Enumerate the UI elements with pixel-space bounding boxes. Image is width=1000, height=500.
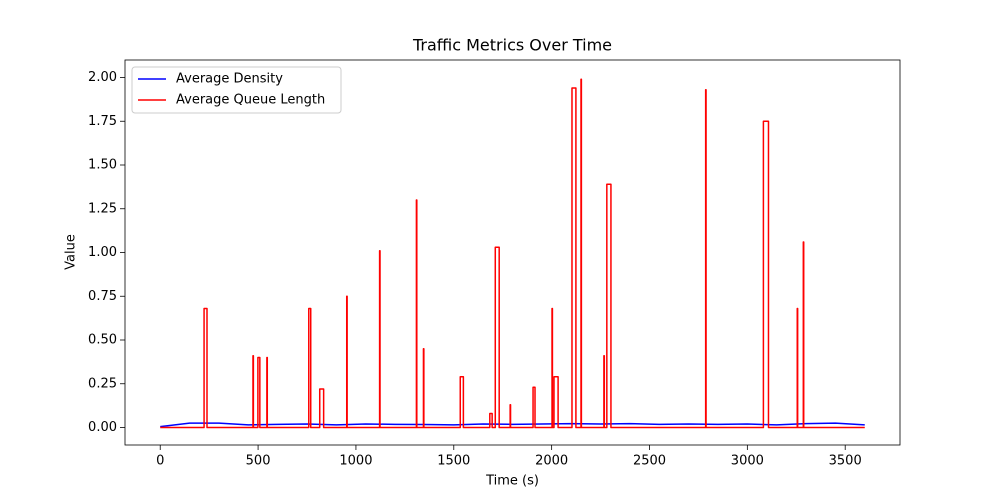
x-tick-label: 2500 xyxy=(633,454,666,469)
x-tick-label: 2000 xyxy=(535,454,568,469)
x-tick-label: 3000 xyxy=(731,454,764,469)
series-line xyxy=(160,422,865,428)
y-tick-label: 0.50 xyxy=(88,333,117,348)
x-tick-label: 1000 xyxy=(339,454,372,469)
series-line xyxy=(160,78,865,429)
x-tick-label: 0 xyxy=(156,454,164,469)
legend-label: Average Density xyxy=(176,72,283,87)
y-axis-label: Value xyxy=(64,234,79,270)
x-axis-label: Time (s) xyxy=(485,474,539,489)
y-tick-label: 1.00 xyxy=(88,245,117,260)
y-tick-label: 0.25 xyxy=(88,376,117,391)
y-tick-label: 2.00 xyxy=(88,70,117,85)
legend-box xyxy=(131,66,342,114)
x-tick-label: 1500 xyxy=(437,454,470,469)
y-tick-label: 0.75 xyxy=(88,289,117,304)
y-tick-label: 1.25 xyxy=(88,201,117,216)
x-tick-label: 500 xyxy=(246,454,271,469)
plot-frame xyxy=(124,59,901,446)
y-tick-label: 0.00 xyxy=(88,420,117,435)
y-tick-label: 1.75 xyxy=(88,114,117,129)
legend-label: Average Queue Length xyxy=(176,93,325,108)
chart-title: Traffic Metrics Over Time xyxy=(412,36,612,55)
x-tick-label: 3500 xyxy=(829,454,862,469)
y-tick-label: 1.50 xyxy=(88,158,117,173)
